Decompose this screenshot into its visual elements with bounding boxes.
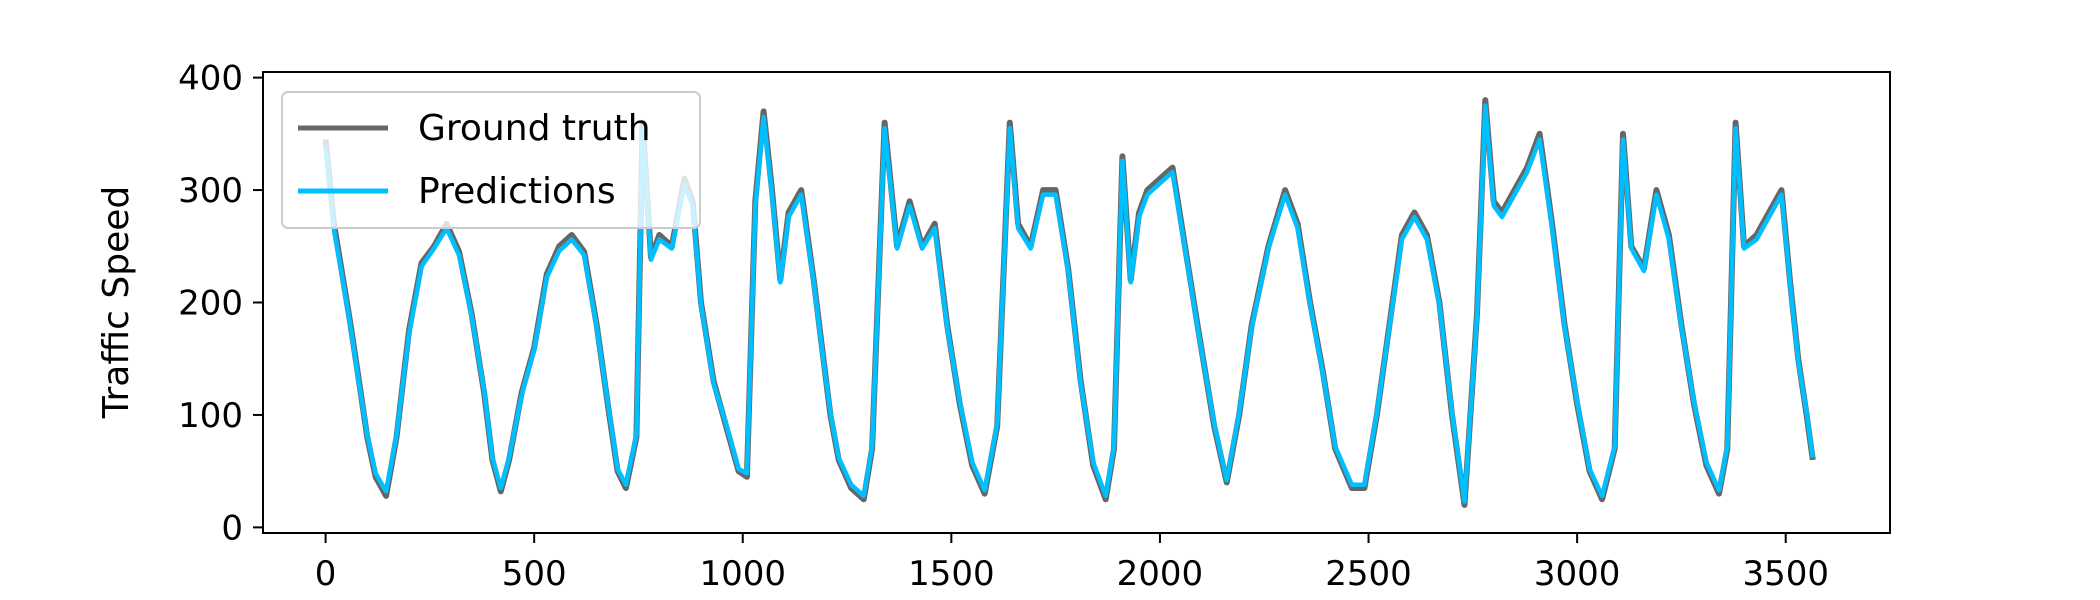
x-tick-label: 3500 — [1742, 554, 1829, 594]
x-tick-label: 0 — [315, 554, 337, 594]
series-line-predictions — [323, 103, 1816, 504]
legend-label-predictions: Predictions — [418, 171, 616, 212]
y-axis: 0 100 200 300 400 — [178, 59, 263, 548]
y-tick-label: 400 — [178, 59, 243, 99]
x-tick-label: 3000 — [1534, 554, 1621, 594]
series-layer — [322, 97, 1816, 508]
y-tick-label: 300 — [178, 171, 243, 211]
y-tick-label: 0 — [221, 508, 243, 548]
x-tick-label: 500 — [502, 554, 567, 594]
x-tick-label: 2500 — [1325, 554, 1412, 594]
x-axis: 0 500 1000 1500 2000 2500 3000 3500 — [315, 533, 1829, 594]
x-tick-label: 1500 — [908, 554, 995, 594]
y-tick-label: 200 — [178, 284, 243, 324]
legend-label-ground-truth: Ground truth — [418, 108, 651, 149]
y-tick-label: 100 — [178, 396, 243, 436]
y-axis-title: Traffic Speed — [96, 186, 137, 419]
x-tick-label: 2000 — [1117, 554, 1204, 594]
legend: Ground truth Predictions — [281, 91, 701, 229]
x-tick-label: 1000 — [699, 554, 786, 594]
